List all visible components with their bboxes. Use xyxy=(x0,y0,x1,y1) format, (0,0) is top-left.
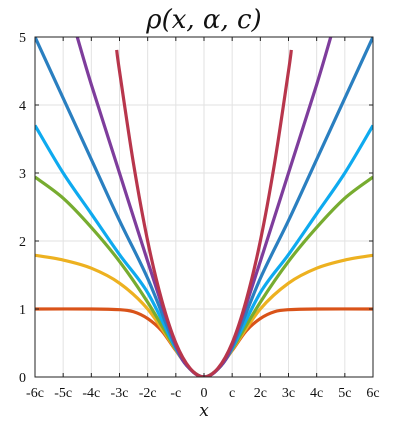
y-tick-label: 1 xyxy=(19,303,26,318)
ticks xyxy=(34,36,374,378)
x-tick-label: 0 xyxy=(201,386,208,401)
x-tick-labels: -6c -5c -4c -3c -2c -c 0 c 2c 3c 4c 5c 6c xyxy=(26,386,380,401)
y-tick-label: 0 xyxy=(19,371,26,386)
series-line-alpha-0 xyxy=(35,175,373,377)
x-tick-label: -6c xyxy=(26,386,44,401)
y-tick-label: 5 xyxy=(19,31,26,46)
x-tick-label: 6c xyxy=(366,386,379,401)
y-tick-labels: 0 1 2 3 4 5 xyxy=(19,31,26,386)
series-line-alpha-2 xyxy=(115,49,293,377)
series-line-alpha-1.75 xyxy=(75,37,333,377)
series-line-alpha-1.5 xyxy=(35,37,373,377)
x-tick-label: -c xyxy=(170,386,181,401)
x-tick-label: 4c xyxy=(310,386,323,401)
x-tick-label: -3c xyxy=(111,386,129,401)
x-tick-label: -2c xyxy=(139,386,157,401)
x-tick-label: -4c xyxy=(82,386,100,401)
series-line-alpha--inf xyxy=(35,307,373,377)
series-line-alpha-1 xyxy=(35,124,373,377)
x-tick-label: -5c xyxy=(54,386,72,401)
y-tick-label: 3 xyxy=(19,167,26,182)
x-tick-label: 5c xyxy=(338,386,351,401)
x-tick-label: 2c xyxy=(254,386,267,401)
x-tick-label: c xyxy=(229,386,235,401)
x-axis-label: x xyxy=(199,401,209,421)
x-tick-label: 3c xyxy=(282,386,295,401)
chart-title: ρ(x, α, c) xyxy=(145,5,261,35)
y-tick-label: 4 xyxy=(19,99,26,114)
series-layer xyxy=(35,37,373,377)
series-line-alpha--2 xyxy=(35,253,373,377)
y-tick-label: 2 xyxy=(19,235,26,250)
